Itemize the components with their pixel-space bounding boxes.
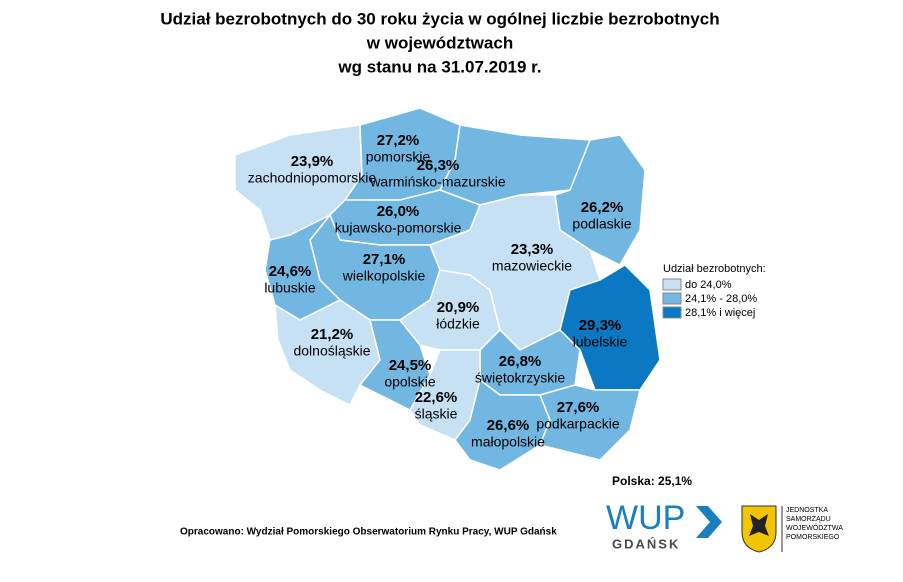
labels: 23,9%zachodniopomorskie27,2%pomorskie26,… bbox=[248, 132, 632, 450]
region-name: opolskie bbox=[384, 374, 436, 390]
legend-label: 28,1% i więcej bbox=[685, 307, 755, 319]
value-label: 23,9% bbox=[291, 153, 334, 170]
value-label: 23,3% bbox=[511, 241, 554, 258]
legend-swatch bbox=[662, 278, 682, 291]
logo-text: WUP bbox=[606, 499, 685, 537]
value-label: 26,0% bbox=[377, 203, 420, 220]
region-name: warmińsko-mazurskie bbox=[369, 174, 506, 190]
title: w województwach bbox=[366, 33, 513, 52]
value-label: 26,2% bbox=[581, 199, 624, 216]
map bbox=[234, 107, 661, 471]
value-label: 27,2% bbox=[377, 132, 420, 149]
value-label: 20,9% bbox=[437, 299, 480, 316]
value-label: 29,3% bbox=[579, 317, 622, 334]
region-name: dolnośląskie bbox=[293, 343, 370, 359]
value-label: 27,6% bbox=[557, 399, 600, 416]
legend: Udział bezrobotnych: do 24,0% 24,1% - 28… bbox=[662, 263, 766, 319]
legend-title: Udział bezrobotnych: bbox=[663, 263, 766, 275]
region-name: zachodniopomorskie bbox=[248, 170, 377, 186]
logo-city: GDAŃSK bbox=[612, 536, 680, 551]
poland-value: 25,1% bbox=[658, 474, 692, 488]
region-name: pomorskie bbox=[366, 149, 431, 165]
region bbox=[438, 124, 591, 206]
value-label: 22,6% bbox=[415, 389, 458, 406]
legend-swatch bbox=[662, 292, 682, 305]
source: Opracowano: Wydział Pomorskiego Obserwat… bbox=[180, 527, 557, 538]
region-name: lubuskie bbox=[264, 280, 316, 296]
region bbox=[554, 134, 646, 266]
region-name: kujawsko-pomorskie bbox=[335, 220, 462, 236]
poland-label: Polska: bbox=[612, 474, 655, 488]
region-name: łódzkie bbox=[436, 316, 480, 332]
poland-total: Polska: 25,1% bbox=[612, 474, 692, 488]
region-name: lubelskie bbox=[573, 334, 628, 350]
region-name: podkarpackie bbox=[536, 416, 619, 432]
title: wg stanu na 31.07.2019 r. bbox=[337, 57, 541, 76]
region-name: małopolskie bbox=[471, 434, 545, 450]
value-label: 24,5% bbox=[389, 357, 432, 374]
region-name: wielkopolskie bbox=[342, 268, 426, 284]
value-label: 27,1% bbox=[363, 251, 406, 268]
value-label: 26,8% bbox=[499, 353, 542, 370]
legend-label: do 24,0% bbox=[685, 279, 732, 291]
legend-label: 24,1% - 28,0% bbox=[685, 293, 757, 305]
logo-region-text: JEDNOSTKA bbox=[786, 507, 828, 514]
region-name: mazowieckie bbox=[492, 258, 572, 274]
logo-arrow bbox=[696, 506, 722, 538]
region-name: śląskie bbox=[415, 406, 458, 422]
value-label: 21,2% bbox=[311, 326, 354, 343]
logo-region-text: WOJEWÓDZTWA bbox=[786, 523, 843, 532]
region-name: świętokrzyskie bbox=[475, 370, 565, 386]
title: Udział bezrobotnych do 30 roku życia w o… bbox=[160, 9, 719, 28]
region bbox=[454, 378, 551, 471]
region bbox=[538, 384, 641, 461]
griffin bbox=[749, 514, 769, 536]
region-name: podlaskie bbox=[572, 216, 631, 232]
logo-wup: WUP GDAŃSK bbox=[606, 499, 722, 551]
value-label: 26,6% bbox=[487, 417, 530, 434]
logo-region: JEDNOSTKA SAMORZĄDU WOJEWÓDZTWA POMORSKI… bbox=[741, 505, 843, 553]
logo-region-text: POMORSKIEGO bbox=[786, 534, 840, 541]
value-label: 26,3% bbox=[417, 157, 460, 174]
legend-swatch bbox=[662, 306, 682, 319]
value-label: 24,6% bbox=[269, 263, 312, 280]
region bbox=[264, 214, 342, 321]
logo-region-text: SAMORZĄDU bbox=[786, 516, 831, 523]
